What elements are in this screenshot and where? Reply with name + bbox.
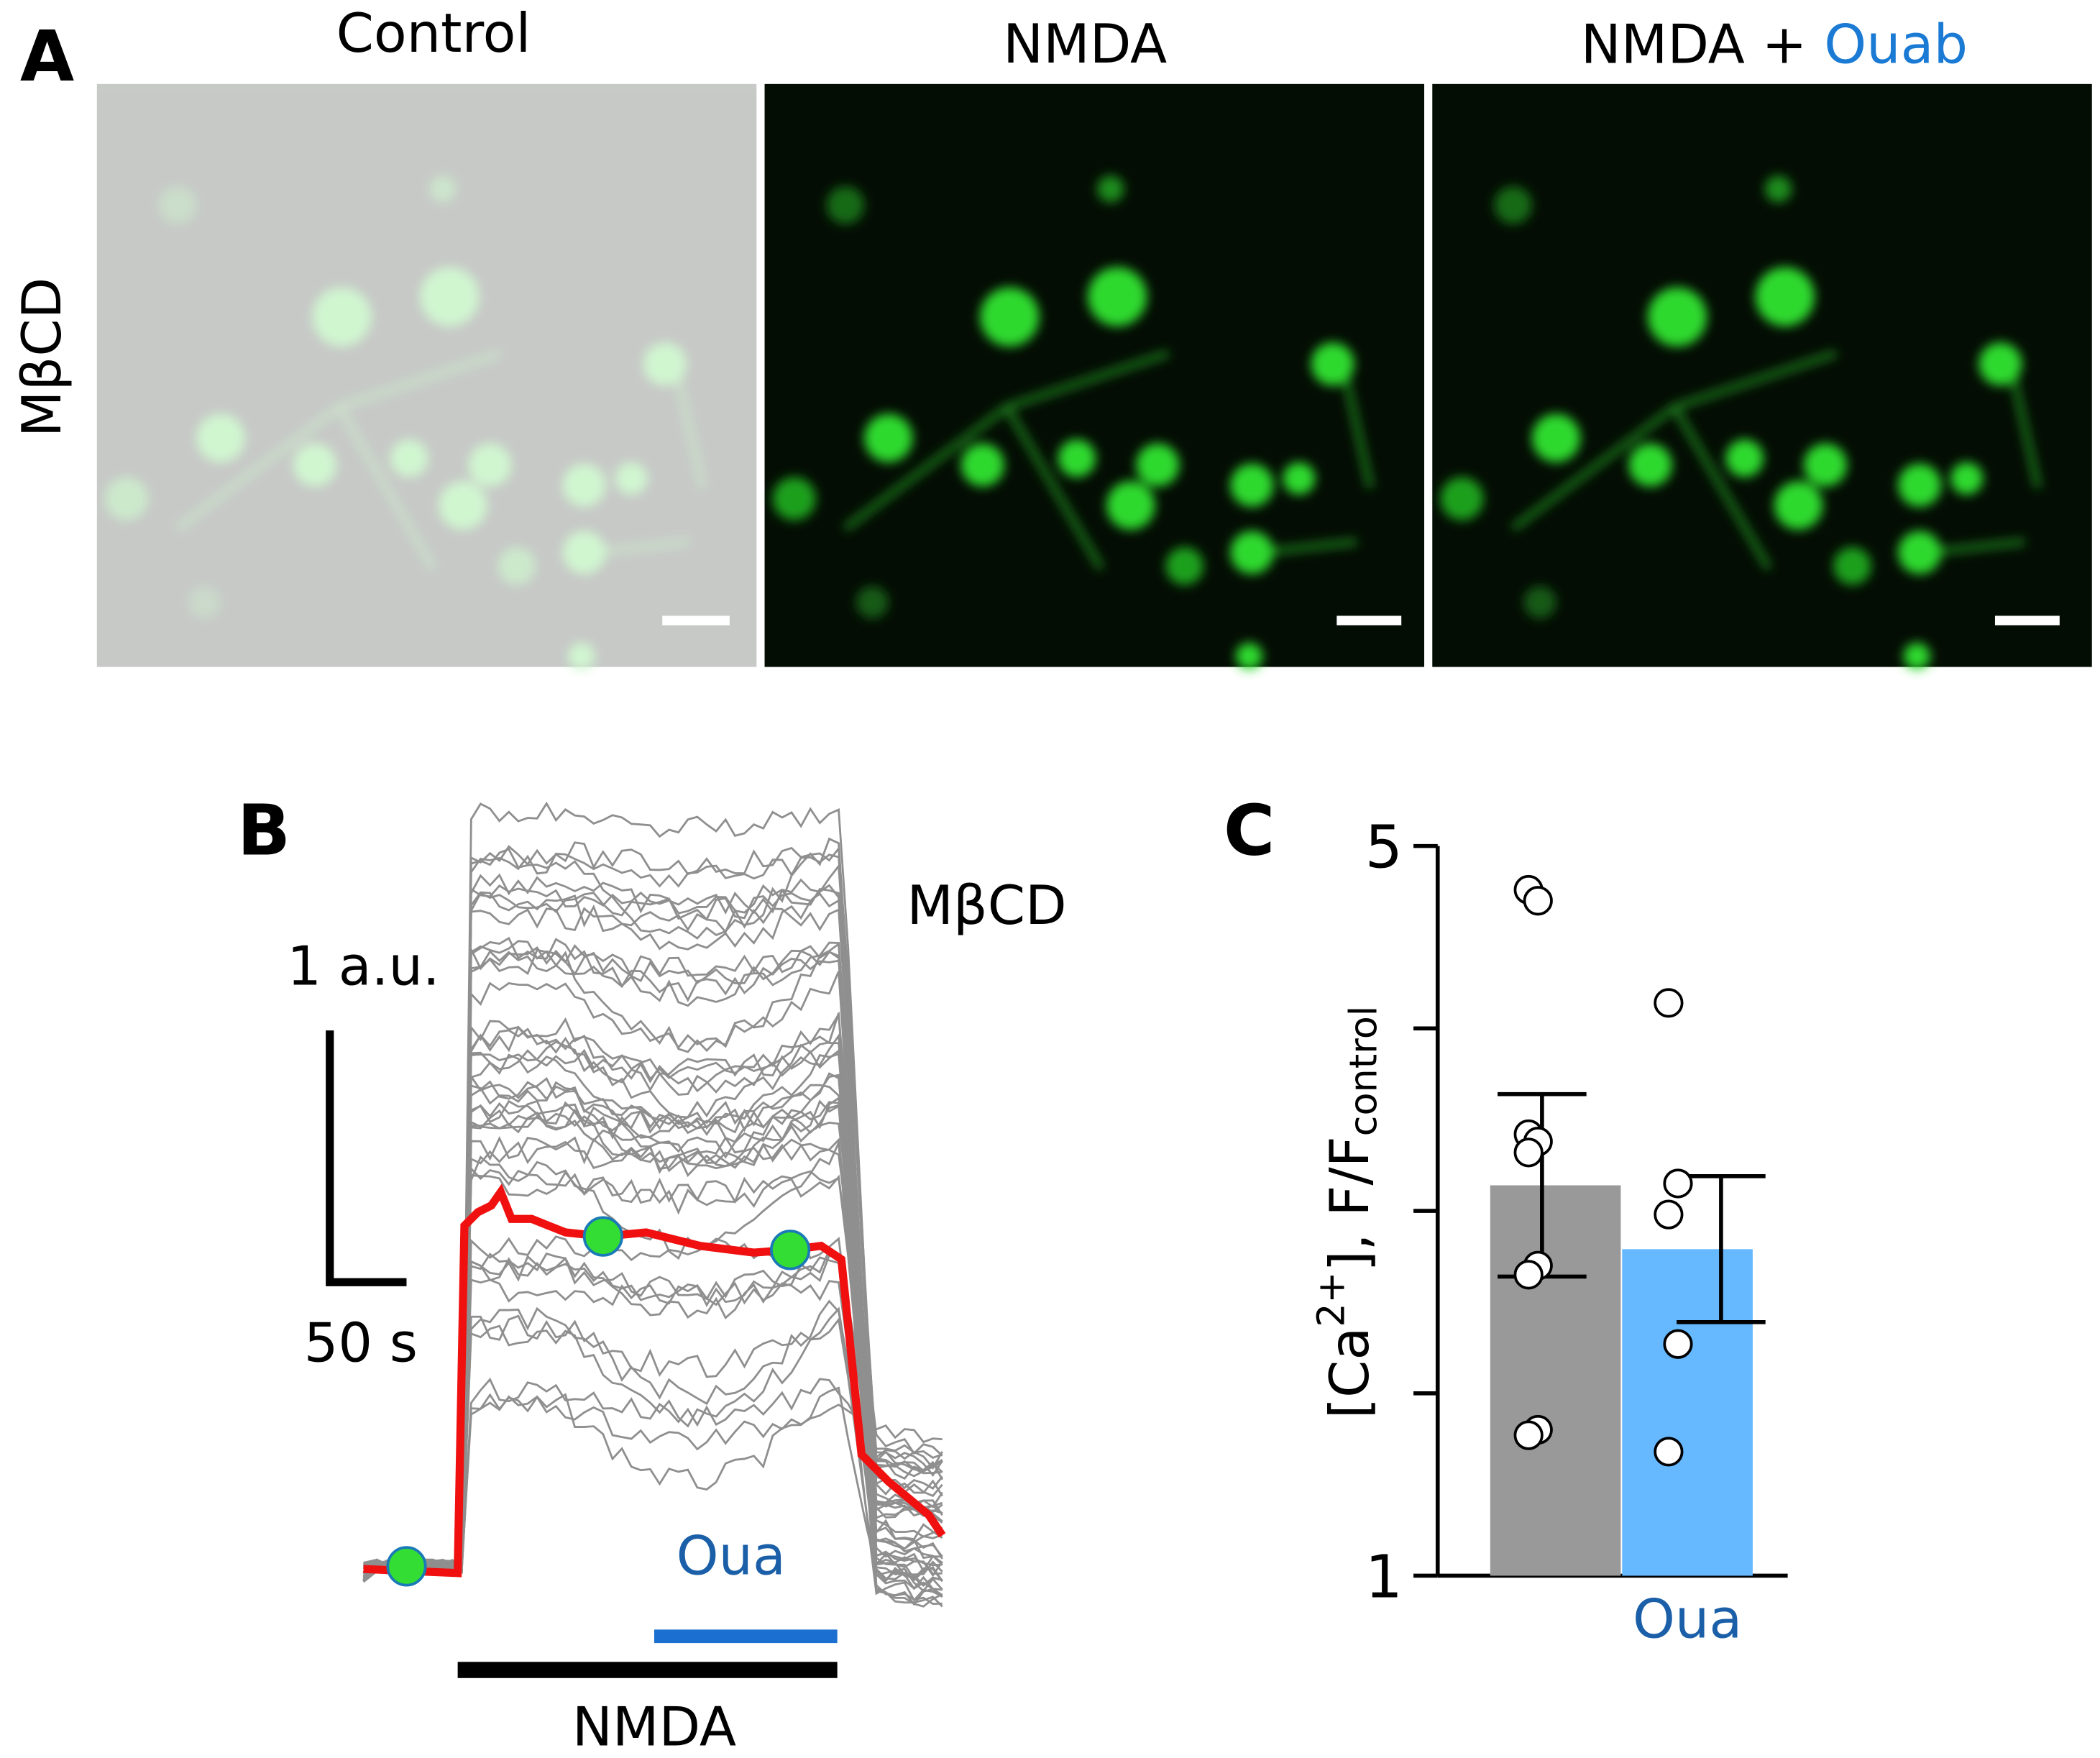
y-axis-label: [Ca2+], F/Fcontrol [1310,1006,1386,1419]
image-nmda-ouab [1432,84,2091,670]
y-label-part: [Ca [1317,1327,1380,1419]
y-label-sup: 2+ [1310,1272,1354,1327]
drug-bar [654,1629,838,1644]
bar [1490,1185,1621,1576]
drug-label: Oua [677,1524,786,1588]
bar [1622,1249,1753,1576]
title-highlight: Ouab [1824,12,1968,75]
data-point [1654,1199,1684,1230]
drug-bar [457,1662,838,1678]
data-point [1654,1437,1684,1467]
data-point [1663,1329,1693,1359]
drug-label: NMDA [572,1695,736,1758]
image-nmda [765,84,1424,670]
condition-label: MβCD [907,874,1066,937]
y-tick-label: 5 [1365,814,1403,882]
traces [362,801,943,1608]
panel-letter: C [1224,789,1275,871]
y-label-part: ], F/F [1317,1136,1380,1271]
mean-trace [363,1184,946,1578]
panel-title: NMDA + Ouab [1581,12,1968,75]
row-label: MβCD [10,278,73,437]
panel-title: NMDA [1003,12,1167,75]
y-label-sub: control [1342,1006,1386,1137]
panel-title: Control [336,1,531,65]
data-point [1513,1260,1544,1290]
x-tick-label: Oua [1633,1588,1742,1651]
panel-letter: B [237,789,290,871]
data-point [1513,1420,1544,1450]
data-point [1523,886,1553,916]
data-point [1663,1168,1693,1199]
panel-letter: A [20,16,74,97]
scale-label: 1 a.u. [287,934,439,997]
data-point [1654,988,1684,1018]
scale-bar [326,1030,407,1286]
bar-chart: 1 5 Oua [1365,814,1788,1651]
data-point [1513,1137,1544,1168]
y-tick-label: 1 [1365,1543,1403,1611]
time-markers [386,1216,811,1587]
title-text: NMDA + [1581,12,1825,75]
image-control [97,84,756,670]
scale-label: 50 s [304,1311,418,1375]
